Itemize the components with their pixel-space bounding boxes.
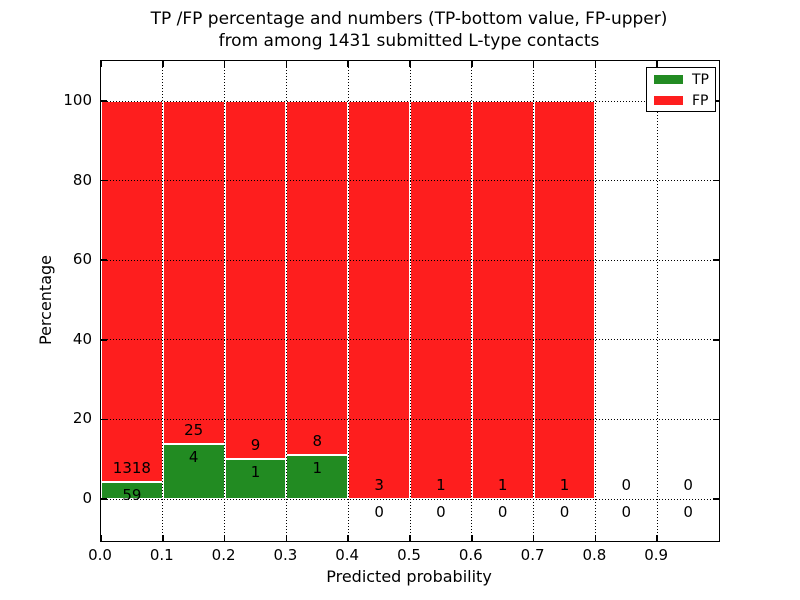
tp-count-label: 0: [621, 503, 632, 521]
x-tick-mark: [162, 61, 164, 67]
tp-count-label: 0: [683, 503, 693, 521]
bar-fp-segment: [162, 101, 225, 445]
y-tick-mark: [713, 179, 719, 182]
y-tick-mark: [101, 100, 107, 102]
bar-labels-layer: 1318 59 25 4 9 1 8 1 3 0 1 0 1 0 1 0 0 0 0 0: [101, 61, 719, 541]
chart-title-line2: from among 1431 submitted L-type contact…: [218, 31, 600, 51]
tp-count-label: 1: [312, 458, 323, 477]
fp-count-label: 9: [250, 436, 261, 455]
x-tick-label: 0.2: [211, 546, 236, 564]
x-tick-mark: [162, 535, 164, 541]
legend: TP FP: [646, 67, 716, 112]
bar-fp-segment: [101, 101, 163, 482]
gridlines-layer: [101, 61, 719, 541]
fp-count-label: 1: [436, 476, 446, 494]
legend-label-tp: TP: [692, 71, 709, 88]
y-tick-label: 0: [82, 489, 92, 507]
legend-swatch-fp-icon: [654, 96, 683, 105]
x-tick-label: 0.1: [149, 546, 174, 564]
fp-count-label: 0: [621, 476, 632, 494]
bars-layer: [101, 61, 719, 541]
tp-count-label: 0: [497, 503, 508, 521]
v-gridline: [409, 61, 411, 541]
fp-count-label: 0: [683, 476, 693, 494]
x-tick-mark: [409, 61, 411, 67]
y-tick-mark: [101, 339, 107, 341]
x-tick-mark: [594, 61, 597, 67]
plot-area: 1318 59 25 4 9 1 8 1 3 0 1 0 1 0 1 0 0 0 0 0 TP FP: [100, 60, 720, 542]
y-tick-label: 80: [72, 170, 92, 189]
v-gridline: [224, 61, 226, 541]
v-gridline: [471, 61, 473, 541]
tp-count-label: 4: [188, 448, 199, 467]
y-tick-label: 100: [63, 91, 92, 109]
x-tick-mark: [100, 61, 102, 67]
x-tick-label: 0.7: [520, 546, 545, 564]
fp-count-label: 1: [559, 476, 570, 494]
x-tick-mark: [594, 535, 597, 541]
x-tick-label: 0.6: [458, 546, 483, 564]
tp-count-label: 0: [374, 503, 384, 521]
v-gridline: [594, 61, 596, 541]
x-tick-label: 0.0: [88, 546, 112, 564]
y-tick-mark: [713, 100, 719, 102]
tp-count-label: 0: [436, 503, 446, 521]
x-tick-label: 0.5: [397, 546, 421, 564]
x-tick-mark: [347, 535, 349, 541]
x-tick-mark: [656, 61, 658, 67]
x-tick-label: 0.9: [644, 546, 669, 564]
v-gridline: [162, 61, 164, 541]
y-tick-label: 20: [72, 409, 92, 428]
x-tick-mark: [532, 535, 535, 541]
fp-count-label: 25: [184, 421, 204, 440]
bar-fp-segment: [471, 101, 534, 499]
v-gridline: [656, 61, 658, 541]
fp-count-label: 1: [497, 476, 508, 494]
y-tick-mark: [101, 418, 107, 421]
y-tick-mark: [101, 179, 107, 182]
v-gridline: [285, 61, 287, 541]
x-tick-mark: [223, 61, 226, 67]
chart-title: TP /FP percentage and numbers (TP-bottom…: [100, 8, 718, 52]
x-tick-mark: [100, 535, 102, 541]
x-tick-mark: [285, 61, 288, 67]
x-axis-label: Predicted probability: [326, 567, 492, 586]
y-tick-mark: [713, 498, 719, 500]
y-tick-mark: [713, 339, 719, 341]
tp-count-label: 59: [122, 485, 142, 504]
legend-entry-tp: TP: [647, 70, 715, 89]
y-tick-mark: [101, 259, 107, 261]
x-tick-label: 0.3: [273, 546, 298, 564]
x-tick-mark: [656, 535, 658, 541]
x-tick-mark: [532, 61, 535, 67]
ticks-layer: [100, 61, 719, 541]
v-gridline: [347, 61, 349, 541]
x-tick-mark: [471, 535, 473, 541]
x-tick-mark: [223, 535, 226, 541]
tp-count-label: 1: [250, 463, 261, 482]
y-axis-label: Percentage: [36, 255, 55, 346]
fp-count-label: 8: [312, 431, 323, 450]
x-tick-mark: [285, 535, 288, 541]
y-tick-label: 40: [72, 329, 92, 348]
x-tick-label: 0.8: [582, 546, 607, 564]
x-tick-mark: [471, 61, 473, 67]
y-tick-mark: [713, 259, 719, 261]
x-tick-mark: [347, 61, 349, 67]
legend-swatch-tp-icon: [654, 75, 683, 84]
tp-count-label: 0: [559, 503, 570, 521]
y-tick-label: 60: [72, 250, 92, 269]
chart-title-line1: TP /FP percentage and numbers (TP-bottom…: [150, 9, 668, 29]
legend-entry-fp: FP: [647, 91, 715, 110]
bar-tp-segment: [162, 444, 225, 499]
y-tick-mark: [101, 498, 107, 500]
x-tick-mark: [409, 535, 411, 541]
legend-label-fp: FP: [692, 92, 709, 109]
x-tick-label: 0.4: [335, 546, 360, 564]
fp-count-label: 1318: [112, 458, 151, 477]
v-gridline: [533, 61, 535, 541]
fp-count-label: 3: [374, 476, 384, 494]
y-tick-mark: [713, 418, 719, 421]
